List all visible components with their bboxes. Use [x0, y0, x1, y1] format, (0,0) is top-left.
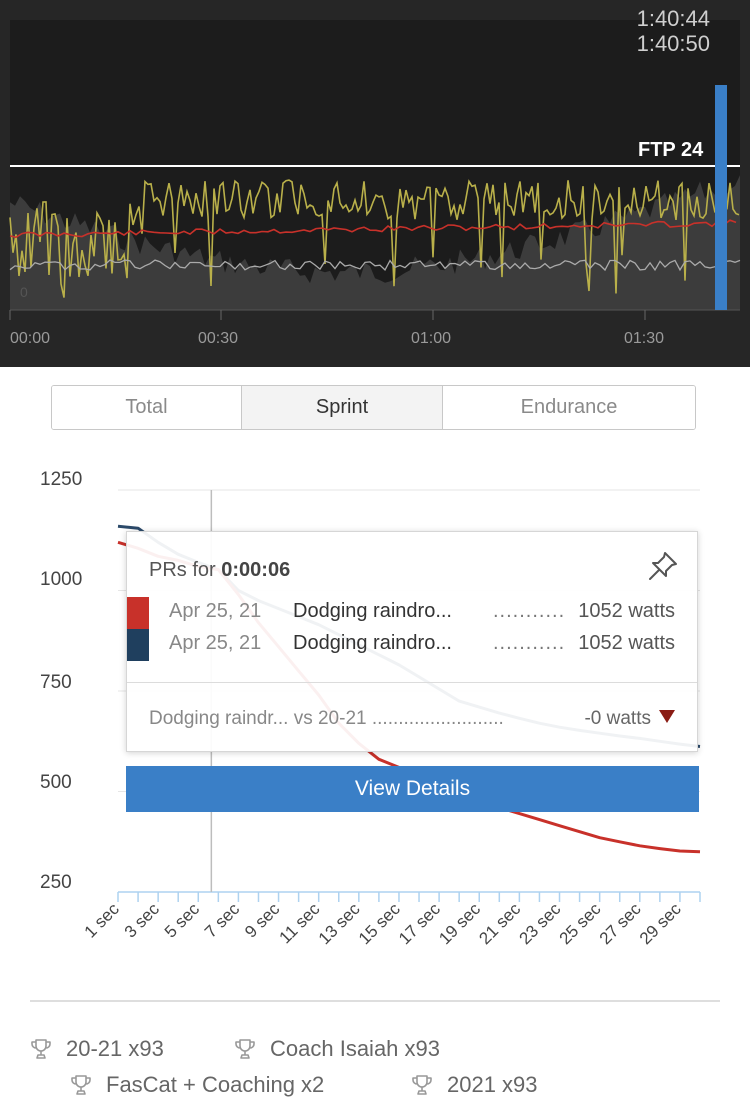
x-tick-label: 1 sec	[81, 899, 124, 942]
pr-activity-name: Dodging raindro...	[293, 632, 452, 654]
view-details-button[interactable]: View Details	[126, 766, 699, 812]
trophy-icon	[31, 1039, 51, 1059]
trophy-icon	[412, 1075, 432, 1095]
x-tick-label: 5 sec	[161, 899, 204, 942]
tab-endurance[interactable]: Endurance	[443, 386, 695, 429]
tag-label: 2021 x93	[447, 1072, 538, 1097]
tag-label: FasCat + Coaching x2	[106, 1072, 325, 1097]
y-tick-label: 750	[40, 672, 72, 693]
comparison-text: Dodging raindr... vs 20-21 .............…	[149, 708, 504, 729]
series-swatch	[127, 629, 149, 661]
series-swatch	[127, 597, 149, 629]
time-readout-start: 1:40:44	[636, 6, 710, 31]
pr-date: Apr 25, 21	[169, 632, 262, 654]
cadence-line	[9, 259, 741, 272]
pr-tooltip: PRs for 0:00:06 Apr 25, 21 Dodging raind…	[126, 531, 698, 752]
tooltip-title: PRs for 0:00:06	[149, 559, 290, 582]
x-tick-label: 00:00	[10, 330, 51, 347]
trophy-icon	[235, 1039, 255, 1059]
tag-20-21[interactable]: 20-21 x93	[30, 1036, 164, 1062]
tag-2021[interactable]: 2021 x93	[411, 1072, 538, 1098]
tooltip-pr-row: Apr 25, 21 Dodging raindro... ..........…	[127, 629, 697, 661]
leader-dots: ...........	[493, 632, 566, 654]
x-tick-label: 15 sec	[355, 899, 404, 948]
pr-date: Apr 25, 21	[169, 600, 262, 622]
tab-sprint[interactable]: Sprint	[242, 386, 443, 429]
comparison-value: -0 watts	[584, 708, 651, 729]
x-tick-label: 27 sec	[596, 899, 645, 948]
y-tick-label: 1000	[40, 569, 83, 590]
x-tick-label: 11 sec	[276, 899, 324, 947]
divider	[30, 1000, 720, 1002]
tab-total[interactable]: Total	[52, 386, 242, 429]
time-readout-end: 1:40:50	[636, 31, 710, 56]
x-tick-label: 29 sec	[636, 899, 685, 948]
down-arrow-icon	[659, 710, 675, 723]
x-tick-label: 3 sec	[121, 899, 164, 942]
x-tick-label: 7 sec	[201, 899, 244, 942]
x-tick-label: 13 sec	[315, 899, 364, 948]
tag-label: Coach Isaiah x93	[270, 1036, 440, 1061]
x-tick-label: 00:30	[198, 330, 239, 347]
power-timeline-chart[interactable]: 1:40:44 1:40:50 FTP 24 0 00:00 00:30 01:…	[0, 0, 750, 367]
tag-coach-isaiah[interactable]: Coach Isaiah x93	[234, 1036, 440, 1062]
tag-label: 20-21 x93	[66, 1036, 164, 1061]
pr-activity-name: Dodging raindro...	[293, 600, 452, 622]
tooltip-title-time: 0:00:06	[221, 559, 291, 581]
tooltip-divider	[127, 682, 697, 683]
y-tick-label: 500	[40, 772, 72, 793]
tooltip-title-prefix: PRs for	[149, 559, 216, 581]
selection-marker[interactable]	[715, 85, 727, 310]
tag-fascat-coaching[interactable]: FasCat + Coaching x2	[70, 1072, 324, 1098]
power-line	[9, 179, 740, 298]
trophy-icon	[71, 1075, 91, 1095]
ftp-label: FTP 24	[638, 139, 704, 161]
x-tick-label: 25 sec	[556, 899, 605, 948]
y-zero-label: 0	[20, 284, 28, 300]
tooltip-pr-row: Apr 25, 21 Dodging raindro... ..........…	[127, 597, 697, 629]
x-tick-label: 21 sec	[475, 899, 524, 948]
x-tick-label: 01:30	[624, 330, 665, 347]
x-tick-label: 17 sec	[395, 899, 444, 948]
segment-tabs: Total Sprint Endurance	[51, 385, 696, 430]
x-tick-label: 23 sec	[515, 899, 564, 948]
pin-icon[interactable]	[647, 550, 679, 582]
heart-rate-line	[9, 219, 737, 239]
y-tick-label: 1250	[40, 469, 83, 490]
pr-value: 1052 watts	[578, 632, 675, 654]
elevation-area	[10, 175, 740, 310]
x-tick-label: 01:00	[411, 330, 452, 347]
power-timeline-plot[interactable]	[0, 0, 750, 367]
leader-dots: ...........	[493, 600, 566, 622]
x-tick-label: 19 sec	[435, 899, 484, 948]
pr-value: 1052 watts	[578, 600, 675, 622]
y-tick-label: 250	[40, 872, 72, 893]
